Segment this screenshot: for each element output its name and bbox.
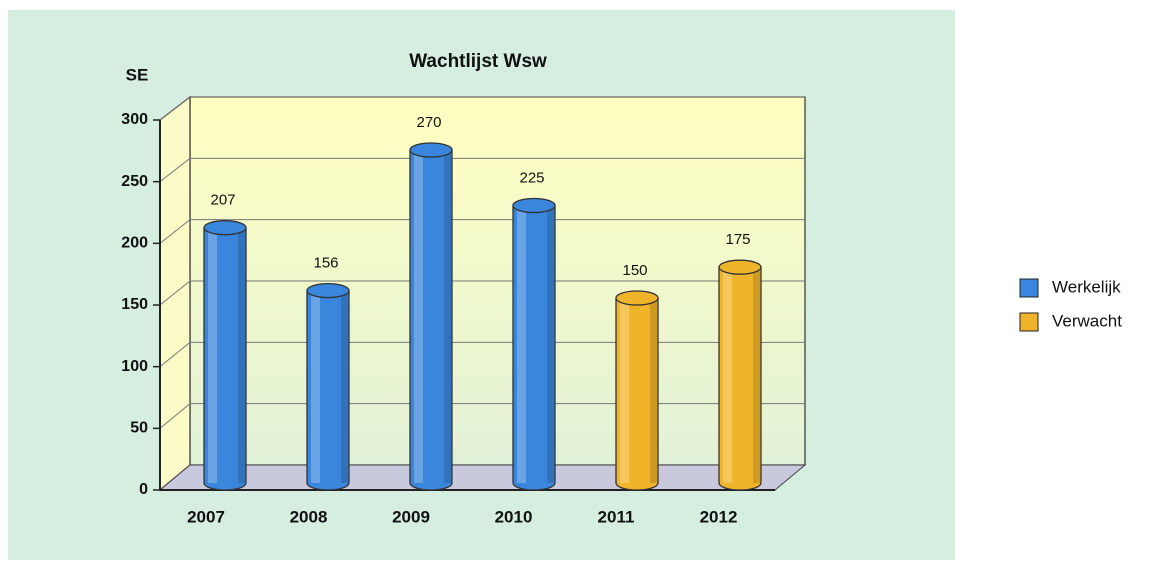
bar-shade [208,227,217,483]
bar-shade [620,298,629,483]
bar-top [718,259,762,275]
grid-line [159,341,805,368]
x-tick-label: 2010 [495,507,533,526]
x-tick-label: 2011 [598,507,635,526]
data-label: 207 [210,192,235,209]
bar-shade [753,267,760,483]
legend-swatch [1019,278,1039,298]
data-label: 156 [313,255,338,272]
legend-label: Verwacht [1052,311,1122,330]
bar [203,227,247,491]
bar-top [306,282,350,299]
bar-top [203,220,247,236]
bar-shade [414,150,423,483]
data-label: 225 [519,169,544,186]
grid-line [159,157,805,183]
bar [512,204,556,491]
data-label: 175 [725,231,750,248]
grid-line [159,219,805,244]
bar [306,289,350,491]
chart-title: Wachtlijst Wsw [409,51,547,72]
data-label: 150 [622,262,647,279]
y-tick-label: 50 [130,420,148,437]
bar-shade [311,290,320,483]
y-tick-label: 100 [121,358,148,375]
bar-shade [547,205,554,483]
grid-line [159,96,805,121]
bar-shade [650,298,657,483]
y-tick-label: 300 [121,111,148,128]
bar-shade [444,150,451,483]
bar [409,149,453,491]
bar-shade [723,267,732,483]
data-label: 270 [416,114,441,131]
floor [158,464,807,491]
x-tick-label: 2009 [392,507,430,526]
bar [615,297,659,491]
x-tick-label: 2008 [290,507,328,526]
bar-shade [341,290,348,483]
bar-top [512,197,556,214]
x-tick-label: 2007 [187,507,225,526]
bar [718,266,762,491]
bar-shade [238,227,245,483]
x-tick-label: 2012 [700,507,738,526]
y-tick-label: 250 [121,173,148,190]
y-tick-label: 150 [121,296,148,313]
bar-shade [517,205,526,483]
y-axis-label: SE [126,65,149,84]
bar-top [615,290,659,306]
bar-top [409,142,453,158]
legend-label: Werkelijk [1052,277,1121,296]
y-tick-label: 0 [139,481,148,498]
grid-line [159,280,805,306]
legend-swatch [1019,312,1039,332]
y-tick-label: 200 [121,235,148,252]
grid-line [159,403,805,429]
